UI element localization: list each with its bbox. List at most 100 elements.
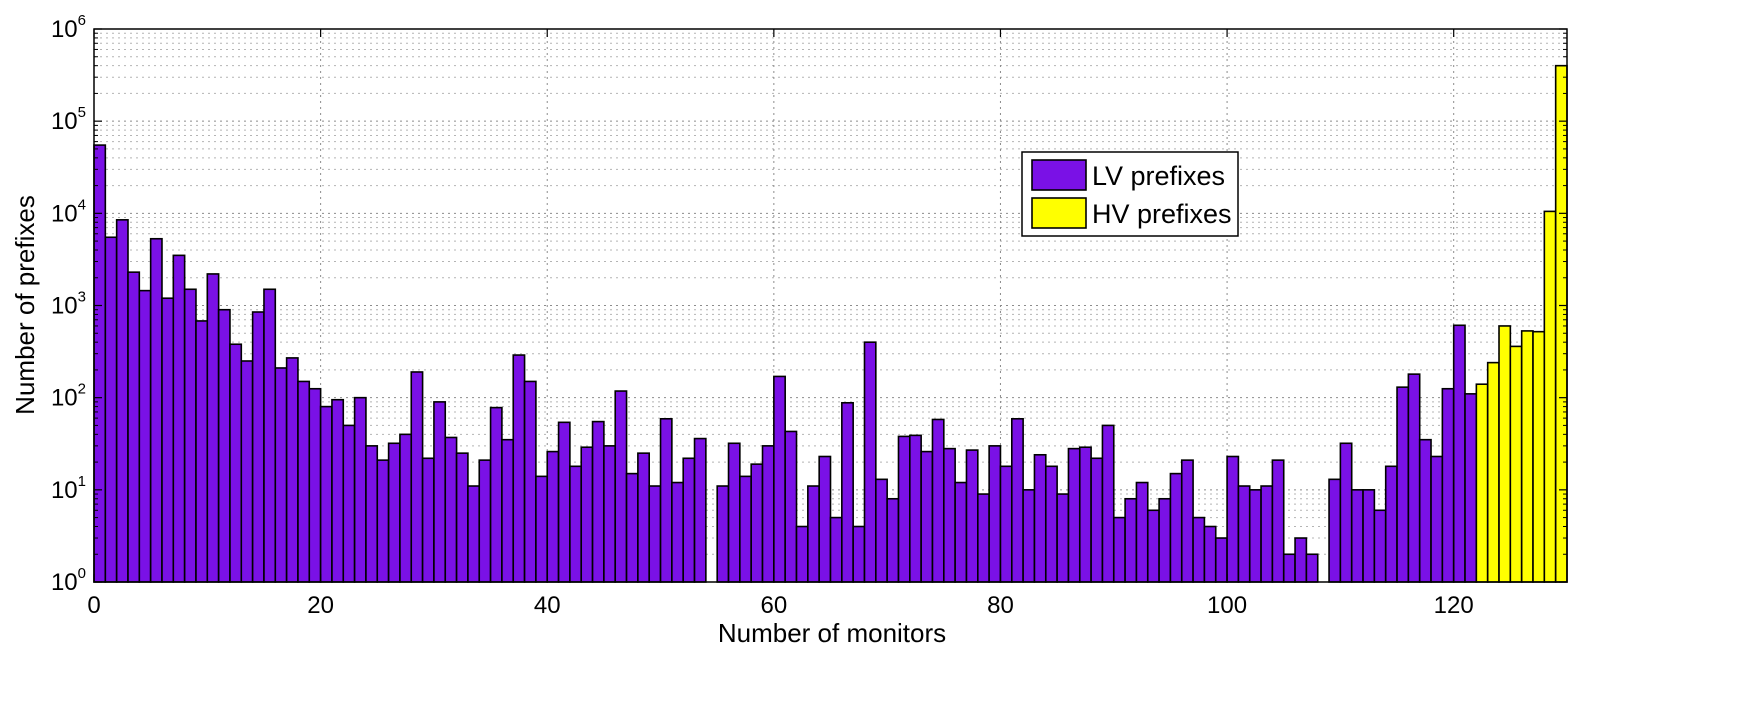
bar-lv <box>625 472 639 583</box>
x-tick-label: 100 <box>1207 592 1247 619</box>
bar-lv <box>1248 489 1262 583</box>
x-tick-label: 60 <box>760 592 787 619</box>
bar-lv <box>795 525 809 583</box>
bar-lv <box>1305 553 1319 583</box>
bar-lv <box>648 485 662 583</box>
bar-lv <box>489 406 503 583</box>
bar-lv <box>954 481 968 583</box>
y-tick-labels: 100 101 102 103 104 105 106 <box>51 12 86 596</box>
bar-lv <box>285 357 299 583</box>
bar-lv <box>138 289 152 583</box>
bar-lv <box>1022 489 1036 583</box>
x-tick-label: 0 <box>87 592 100 619</box>
bar-lv <box>807 485 820 583</box>
bar-lv <box>1384 465 1398 583</box>
bar-lv <box>240 360 254 583</box>
bar-lv <box>976 493 990 583</box>
bar-lv <box>421 457 435 583</box>
bar-lv <box>195 320 209 583</box>
bar-hv <box>1509 345 1523 583</box>
bar-lv <box>909 434 922 583</box>
legend: LV prefixes HV prefixes <box>1021 151 1239 237</box>
bar-lv <box>1010 417 1024 583</box>
bar-hv <box>1498 325 1512 583</box>
bar-lv <box>1396 386 1410 583</box>
bar-lv <box>183 288 197 583</box>
x-tick-label: 80 <box>987 592 1014 619</box>
bar-lv <box>750 463 764 583</box>
bar-lv <box>841 401 854 583</box>
bar-lv <box>399 433 413 583</box>
bar-lv <box>557 421 571 583</box>
bar-lv <box>1271 459 1285 583</box>
bar-lv <box>1169 472 1183 583</box>
bar-lv <box>1237 485 1251 583</box>
bar-lv <box>1135 481 1149 583</box>
bar-hv <box>1486 361 1500 583</box>
bar-lv <box>1362 489 1376 583</box>
bar-lv <box>1328 478 1342 583</box>
bar-lv <box>693 437 707 583</box>
bar-lv <box>1158 497 1172 583</box>
bar-lv <box>943 447 956 583</box>
bar-lv <box>308 387 322 583</box>
bar-lv <box>580 446 594 583</box>
bar-lv <box>637 452 651 583</box>
bar-lv <box>614 390 628 583</box>
bar-lv <box>1418 438 1432 583</box>
bar-lv <box>365 445 379 583</box>
y-tick-label: 100 <box>51 565 86 596</box>
bar-lv <box>569 465 583 583</box>
bar-lv <box>716 485 730 583</box>
bar-lv <box>1282 553 1296 583</box>
y-tick-label: 102 <box>51 381 86 412</box>
x-axis-label: Number of monitors <box>718 618 946 648</box>
bar-lv <box>546 450 560 583</box>
bar-lv <box>761 445 775 583</box>
bar-lv <box>263 288 277 583</box>
tick-marks <box>93 28 1567 583</box>
bar-lv <box>886 497 900 583</box>
bar-lv <box>727 442 741 583</box>
bar-lv <box>172 254 186 583</box>
legend-label-lv: LV prefixes <box>1092 161 1225 191</box>
bar-lv <box>104 236 118 583</box>
bar-lv <box>1180 459 1194 583</box>
bar-lv <box>1056 493 1070 583</box>
bar-lv <box>127 271 141 583</box>
bar-lv <box>1226 455 1240 583</box>
bar-lv <box>410 371 424 583</box>
bar-lv <box>319 405 333 583</box>
bar-lv <box>829 516 843 583</box>
bar-lv <box>433 401 447 583</box>
bar-lv <box>818 455 832 583</box>
bar-lv <box>931 418 945 583</box>
bar-lv <box>455 452 469 583</box>
bar-lv <box>217 308 231 583</box>
bar-lv <box>897 435 911 583</box>
bar-lv <box>1192 516 1206 583</box>
bar-lv <box>988 445 1002 583</box>
bar-lv <box>376 459 390 583</box>
bar-hv <box>1543 210 1557 583</box>
bar-lv <box>342 424 356 583</box>
x-tick-label: 40 <box>534 592 561 619</box>
bar-lv <box>920 450 934 583</box>
bar-lv <box>1101 424 1115 583</box>
bar-hv <box>1475 383 1489 583</box>
bar-lv <box>1464 393 1478 583</box>
y-tick-label: 104 <box>51 196 86 227</box>
bar-lv <box>1294 537 1308 583</box>
bar-lv <box>1441 387 1455 583</box>
bar-lv <box>852 525 866 583</box>
bar-lv <box>1373 509 1387 583</box>
bar-lv <box>1452 324 1466 583</box>
bar-lv <box>875 478 888 583</box>
bar-lv <box>1350 489 1364 583</box>
bar-lv <box>739 475 752 583</box>
bar-lv <box>1339 442 1353 583</box>
bar-lv <box>274 367 288 583</box>
bar-lv <box>251 311 265 583</box>
bar-lv <box>999 465 1013 583</box>
bar-lv <box>1214 537 1228 583</box>
